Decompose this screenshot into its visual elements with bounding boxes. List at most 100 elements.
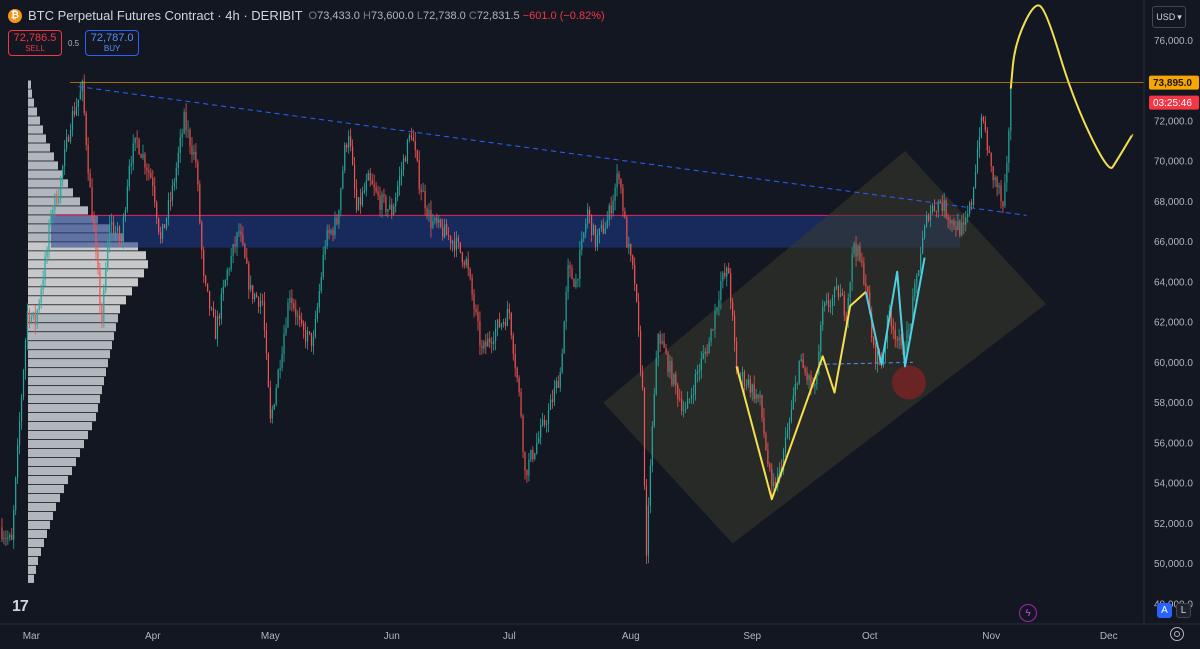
candle-body xyxy=(920,253,922,271)
candle-body xyxy=(32,312,34,317)
candle-body xyxy=(771,469,773,487)
candle-body xyxy=(869,292,871,315)
candle-body xyxy=(459,242,461,253)
candle-body xyxy=(107,242,109,270)
candle-body xyxy=(961,222,963,236)
candle-body xyxy=(11,535,13,540)
candle-body xyxy=(949,220,951,224)
candle-body xyxy=(230,255,232,270)
candle-body xyxy=(955,226,957,231)
candle-body xyxy=(261,300,264,302)
candle-body xyxy=(387,209,389,212)
candle-body xyxy=(46,251,48,257)
candle-body xyxy=(410,135,412,138)
candle-body xyxy=(20,397,23,422)
candle-body xyxy=(24,340,27,371)
candle-body xyxy=(972,187,975,205)
candle-body xyxy=(52,209,54,216)
candle-body xyxy=(116,226,119,232)
candle-body xyxy=(140,154,142,159)
candle-body xyxy=(839,293,841,297)
candle-body xyxy=(359,197,362,205)
volume-profile-bar xyxy=(28,152,54,161)
candle-body xyxy=(348,136,350,148)
candle-body xyxy=(238,231,240,233)
candle-body xyxy=(814,384,816,387)
candle-body xyxy=(739,375,742,377)
candle-body xyxy=(355,188,358,210)
candle-body xyxy=(254,294,256,300)
candle-body xyxy=(179,137,181,154)
spread-value: 0.5 xyxy=(68,38,80,48)
candle-body xyxy=(847,297,849,322)
candle-body xyxy=(851,253,853,282)
candle-body xyxy=(181,133,183,138)
candle-body xyxy=(561,353,563,373)
candle-body xyxy=(363,190,365,193)
tradingview-logo[interactable]: 17 xyxy=(12,598,29,615)
candle-body xyxy=(724,272,726,277)
candle-body xyxy=(659,334,661,344)
candle-body xyxy=(859,246,861,261)
candle-body xyxy=(745,385,747,386)
candle-body xyxy=(269,387,271,419)
candle-body xyxy=(442,226,444,238)
last-price-tag xyxy=(1149,75,1199,90)
candle-body xyxy=(303,323,305,330)
candle-body xyxy=(93,220,95,232)
candle-body xyxy=(767,449,769,465)
candle-body xyxy=(132,143,134,164)
price-tick-label: 76,000.0 xyxy=(1154,36,1193,47)
candle-body xyxy=(479,321,481,346)
change-value: −601.0 (−0.82%) xyxy=(522,9,605,22)
candle-body xyxy=(1000,185,1002,202)
candle-body xyxy=(412,137,414,142)
candle-body xyxy=(422,190,424,192)
candle-body xyxy=(156,202,158,219)
log-scale-button[interactable]: L xyxy=(1176,603,1191,618)
sell-button[interactable]: 72,786.5 SELL xyxy=(8,30,62,56)
candle-body xyxy=(477,311,479,322)
candle-body xyxy=(882,352,885,366)
candle-body xyxy=(30,316,32,323)
candle-body xyxy=(790,409,792,422)
symbol-title[interactable]: BTC Perpetual Futures Contract · 4h · DE… xyxy=(28,8,303,23)
candle-body xyxy=(741,372,744,376)
candle-body xyxy=(630,244,632,256)
candle-body xyxy=(346,144,348,148)
candle-body xyxy=(79,91,81,100)
candle-body xyxy=(639,330,642,372)
currency-selector[interactable]: USD ▾ xyxy=(1152,6,1186,28)
volume-profile-bar xyxy=(28,107,37,116)
candle-body xyxy=(549,399,552,411)
volume-profile-bar xyxy=(28,359,108,368)
candle-body xyxy=(534,453,536,459)
volume-profile-bar xyxy=(28,547,41,556)
candle-body xyxy=(495,328,497,341)
candle-body xyxy=(643,388,646,486)
volume-profile-bar xyxy=(28,493,60,503)
candle-body xyxy=(922,237,924,254)
buy-button[interactable]: 72,787.0 BUY xyxy=(85,30,140,56)
candle-body xyxy=(447,235,450,237)
candle-body xyxy=(148,170,150,173)
lightning-icon[interactable]: ϟ xyxy=(1019,604,1037,622)
candle-body xyxy=(530,449,532,460)
volume-profile-bar xyxy=(28,287,132,296)
auto-scale-button[interactable]: A xyxy=(1157,603,1172,618)
candle-body xyxy=(56,194,58,204)
candle-body xyxy=(377,191,379,196)
candle-body xyxy=(48,223,50,252)
candle-body xyxy=(203,249,205,276)
candle-body xyxy=(212,308,215,316)
candle-body xyxy=(708,341,710,354)
candle-body xyxy=(947,217,949,221)
volume-profile-bar xyxy=(28,574,34,583)
settings-icon[interactable] xyxy=(1170,627,1184,641)
candle-body xyxy=(367,172,369,181)
candle-body xyxy=(543,419,546,425)
candle-body xyxy=(36,310,38,325)
candle-body xyxy=(710,329,712,342)
candle-body xyxy=(916,275,918,284)
